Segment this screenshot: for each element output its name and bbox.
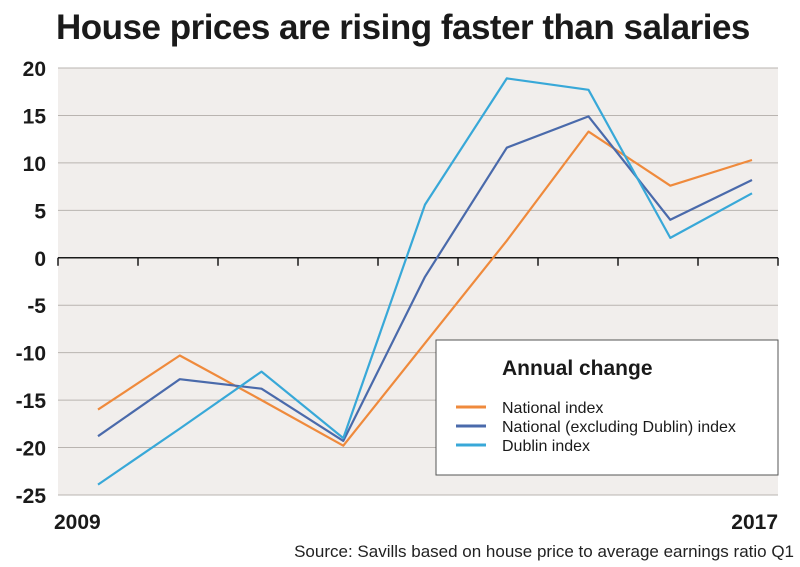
legend: Annual change National index National (ex… bbox=[436, 340, 778, 475]
y-axis-tick-labels: 20 15 10 5 0 -5 -10 -15 -20 -25 bbox=[16, 58, 47, 508]
y-tick-label: 5 bbox=[34, 200, 46, 223]
legend-label: Dublin index bbox=[502, 438, 590, 455]
legend-title: Annual change bbox=[502, 357, 653, 380]
legend-label: National index bbox=[502, 400, 603, 417]
y-tick-label: -10 bbox=[16, 343, 46, 366]
y-tick-label: 15 bbox=[23, 105, 47, 128]
x-tick-label-first: 2009 bbox=[54, 511, 101, 534]
y-tick-label: 20 bbox=[23, 58, 46, 81]
line-chart: 20 15 10 5 0 -5 -10 -15 -20 -25 2009 2017 Annual … bbox=[0, 0, 800, 567]
y-tick-label: 10 bbox=[23, 153, 46, 176]
y-tick-label: -20 bbox=[16, 438, 46, 461]
y-tick-label: -5 bbox=[27, 295, 46, 318]
y-tick-label: -25 bbox=[16, 485, 47, 508]
source-note: Source: Savills based on house price to … bbox=[294, 542, 794, 562]
x-tick-label-last: 2017 bbox=[731, 511, 778, 534]
y-tick-label: -15 bbox=[16, 390, 47, 413]
legend-label: National (excluding Dublin) index bbox=[502, 419, 736, 436]
y-tick-label: 0 bbox=[34, 248, 46, 271]
